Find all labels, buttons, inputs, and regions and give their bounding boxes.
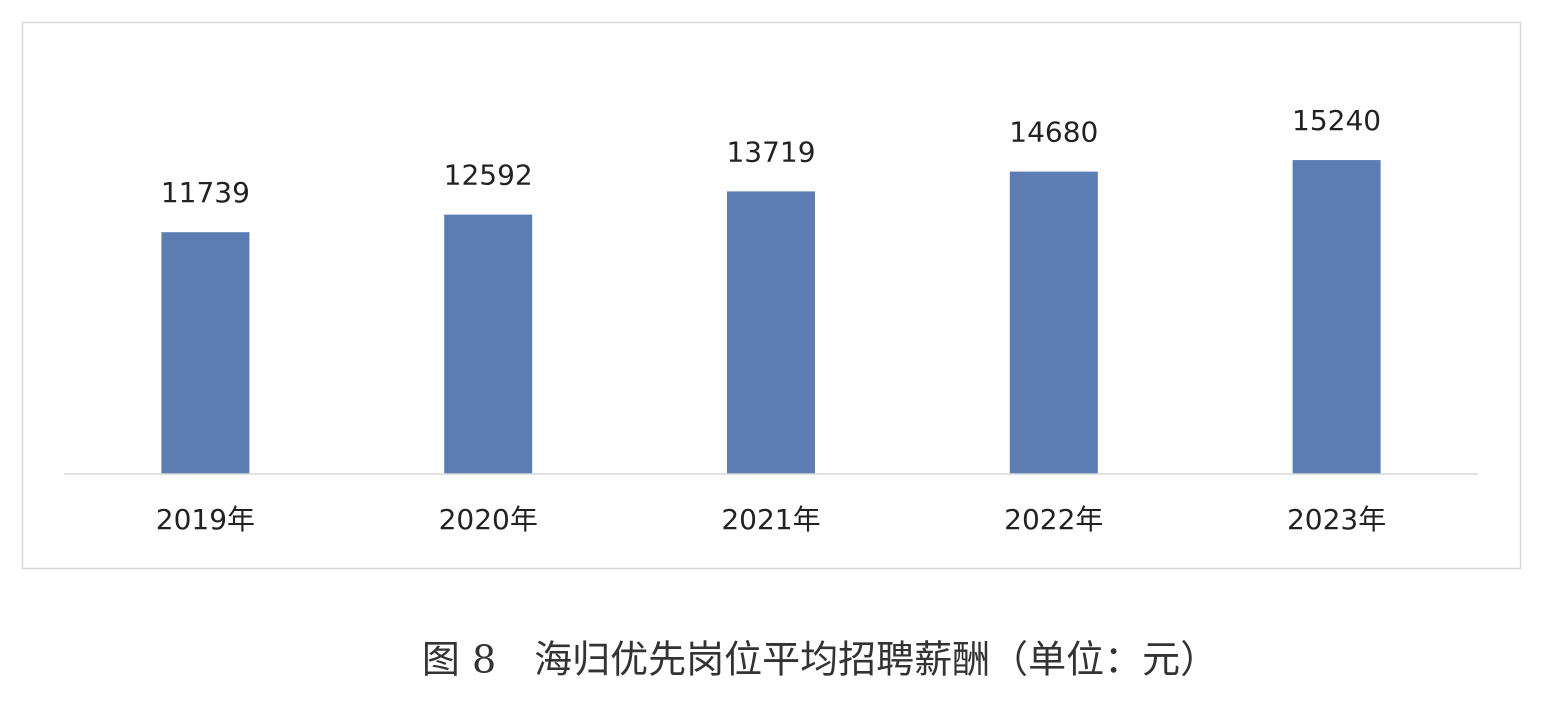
- value-label: 11739: [161, 176, 250, 209]
- value-label: 14680: [1009, 116, 1098, 149]
- x-tick-label: 2021年: [721, 503, 820, 536]
- bar: [161, 232, 250, 474]
- x-tick-label: 2022年: [1004, 503, 1103, 536]
- bar: [1009, 171, 1098, 475]
- value-label: 13719: [726, 135, 815, 168]
- chart-caption: 图 8 海归优先岗位平均招聘薪酬（单位：元）: [422, 638, 1218, 682]
- value-label: 15240: [1292, 104, 1381, 137]
- bar: [727, 191, 815, 474]
- value-label: 12592: [444, 159, 533, 192]
- x-tick-label: 2020年: [439, 503, 538, 536]
- bar: [444, 214, 533, 474]
- x-tick-label: 2023年: [1287, 503, 1386, 536]
- bar: [1292, 160, 1381, 474]
- x-tick-label: 2019年: [156, 503, 255, 536]
